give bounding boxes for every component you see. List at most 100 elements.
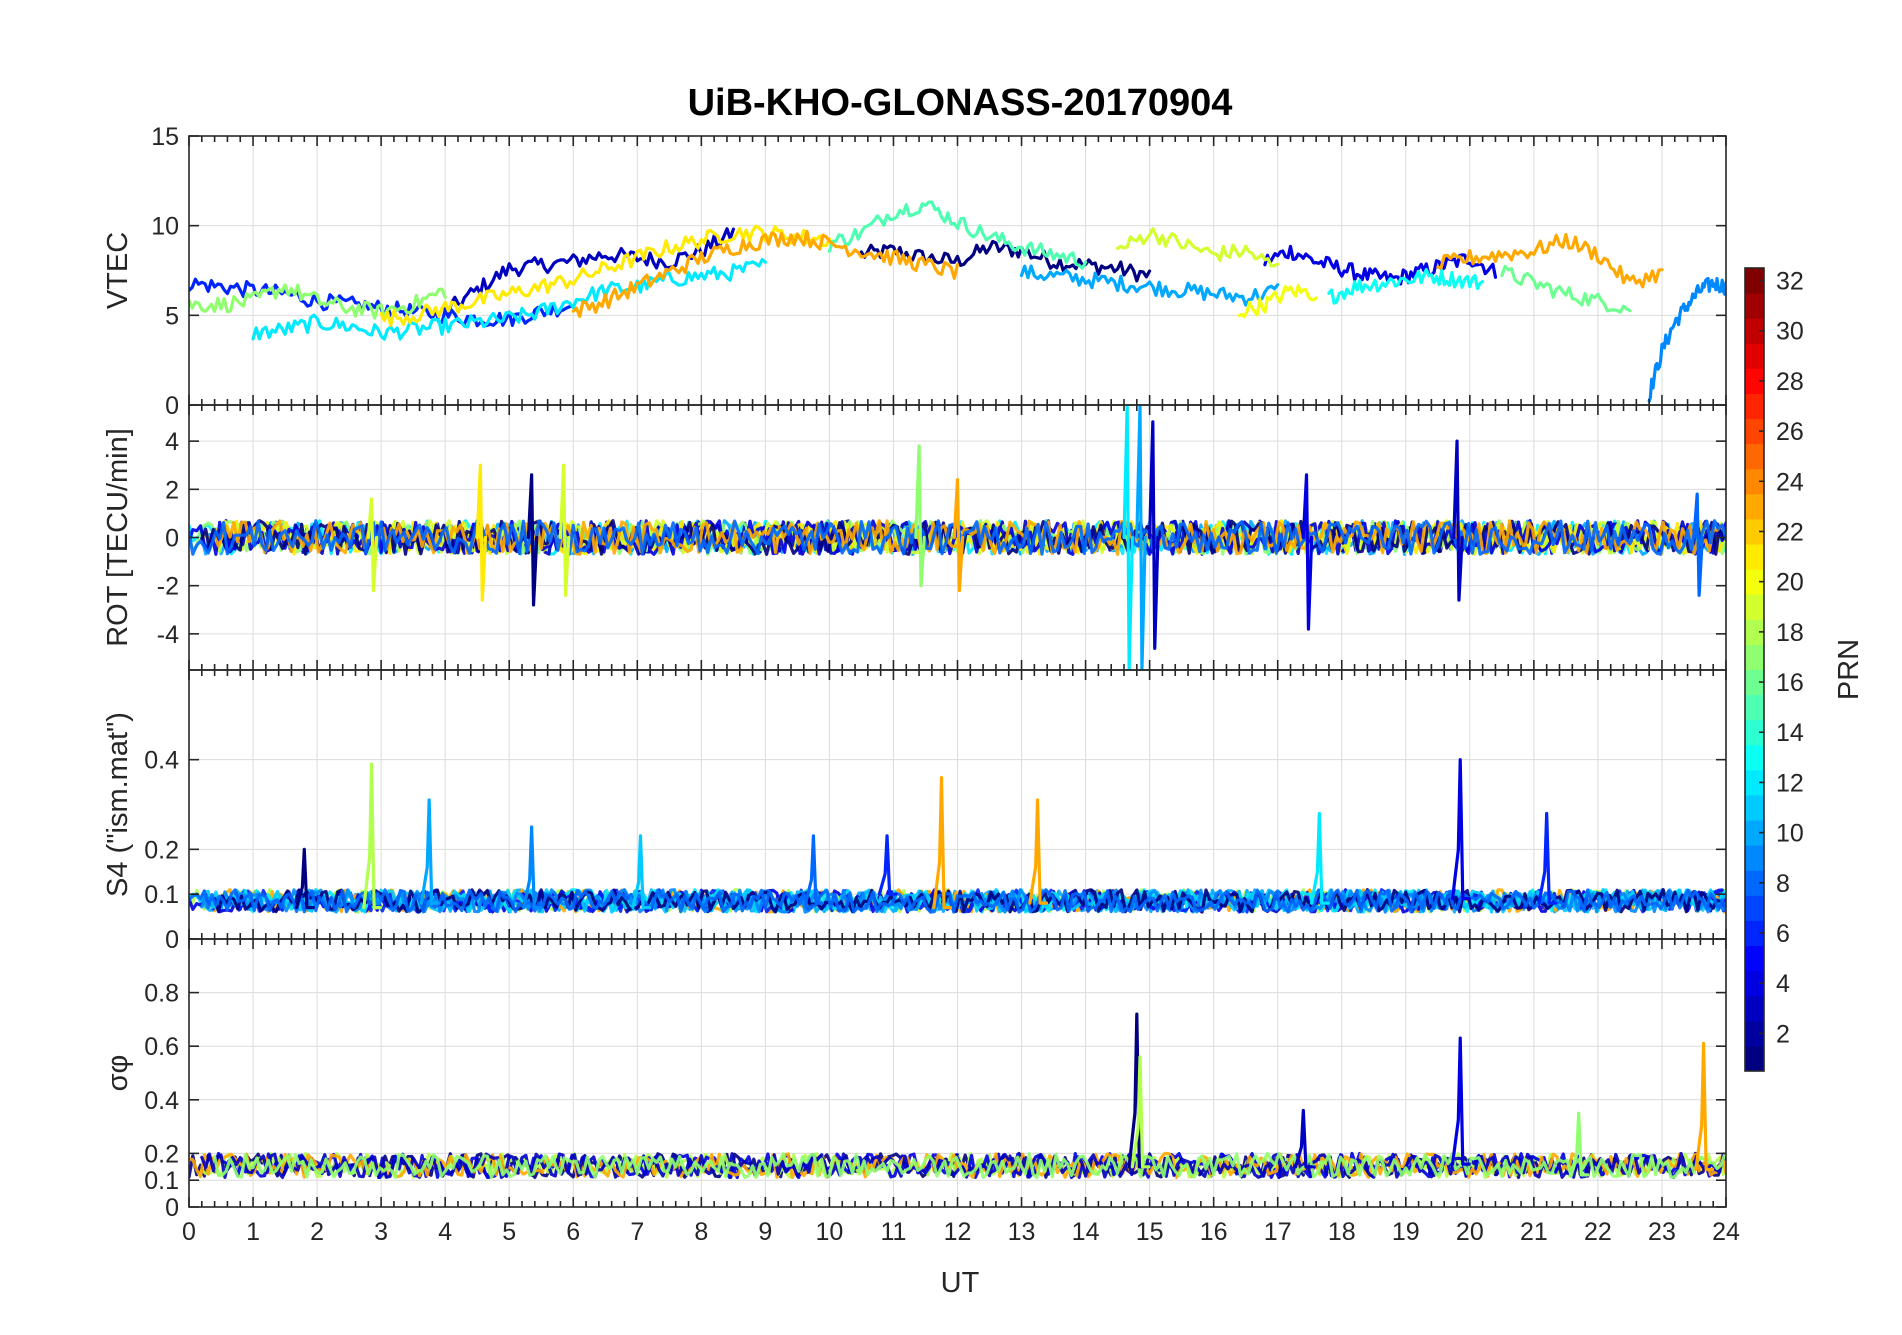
x-tick-label: 19	[1392, 1218, 1420, 1246]
y-axis-label: S4 ("ism.mat")	[102, 712, 134, 897]
colorbar-swatch-prn-3	[1745, 995, 1764, 1022]
colorbar-swatch-prn-25	[1745, 443, 1764, 470]
chart-title: UiB-KHO-GLONASS-20170904	[688, 82, 1233, 124]
colorbar-tick-label: 4	[1776, 970, 1790, 998]
vtec-series-prn-21	[379, 224, 831, 327]
spike-prn-17	[914, 444, 926, 588]
x-tick-label: 22	[1584, 1218, 1612, 1246]
colorbar-tick-label: 2	[1776, 1020, 1790, 1048]
data-traces	[189, 200, 1726, 403]
spike-prn-1	[526, 473, 539, 607]
x-tick-label: 8	[694, 1218, 708, 1246]
vtec-series-prn-9	[1647, 276, 1726, 403]
colorbar-swatch-prn-30	[1745, 318, 1764, 344]
colorbar-swatch-prn-21	[1745, 544, 1764, 570]
y-axis-label: VTEC	[102, 232, 134, 309]
y-tick-label: 10	[151, 213, 179, 241]
spike-prn-19	[558, 463, 571, 597]
colorbar-swatch-prn-1	[1745, 1045, 1764, 1072]
vtec-series-prn-10	[1019, 264, 1280, 307]
spike-prn-3	[1294, 1108, 1314, 1169]
colorbar-tick-label: 16	[1776, 669, 1804, 697]
colorbar-swatch-prn-28	[1745, 368, 1764, 394]
colorbar-swatch-prn-15	[1745, 694, 1764, 721]
colorbar-swatch-prn-16	[1745, 669, 1764, 696]
data-traces	[189, 758, 1726, 914]
x-tick-label: 7	[630, 1218, 644, 1246]
colorbar-swatch-prn-22	[1745, 518, 1764, 545]
colorbar-tick-label: 18	[1776, 619, 1804, 647]
y-tick-label: 4	[165, 428, 179, 456]
colorbar-tick-label: 14	[1776, 719, 1804, 747]
colorbar-tick-label: 10	[1776, 820, 1804, 848]
vtec-series-prn-4	[1263, 244, 1498, 286]
colorbar-swatch-prn-29	[1745, 343, 1764, 369]
data-traces	[189, 1012, 1726, 1180]
x-tick-label: 14	[1072, 1218, 1100, 1246]
panel-1: 0 5 10 15 VTEC	[102, 123, 1727, 420]
colorbar-swatch-prn-9	[1745, 845, 1764, 871]
colorbar-swatch-prn-32	[1745, 268, 1764, 294]
vtec-series-prn-20	[1237, 284, 1318, 319]
x-axis-label: UT	[941, 1267, 980, 1299]
vtec-series-prn-23	[1436, 233, 1664, 289]
spike-prn-3	[1452, 439, 1464, 602]
x-tick-label: 17	[1264, 1218, 1292, 1246]
colorbar-swatch-prn-27	[1745, 393, 1764, 420]
y-tick-label: 0.1	[144, 1167, 179, 1195]
x-tick-label: 2	[310, 1218, 324, 1246]
colorbar-tick-label: 20	[1776, 569, 1804, 597]
spike-prn-19	[366, 497, 379, 593]
minor-ticks	[188, 405, 1727, 670]
minor-ticks	[188, 939, 1727, 1208]
colorbar-swatch-prn-4	[1745, 970, 1764, 997]
vtec-series-prn-16	[1500, 264, 1632, 314]
noise-series-prn-1	[213, 888, 1726, 914]
x-tick-label: 0	[182, 1218, 196, 1246]
minor-ticks	[188, 135, 1727, 406]
x-tick-label: 4	[438, 1218, 452, 1246]
spike-prn-23	[1028, 798, 1049, 905]
y-axis-label: σφ	[102, 1055, 134, 1092]
colorbar-swatch-prn-31	[1745, 293, 1764, 319]
x-tick-label: 20	[1456, 1218, 1484, 1246]
y-tick-label: 0.1	[144, 881, 179, 909]
vtec-series-prn-17	[189, 283, 447, 320]
colorbar-tick-label: 30	[1776, 318, 1804, 346]
vtec-series-prn-19	[1116, 227, 1280, 268]
y-tick-label: 0.8	[144, 980, 179, 1008]
colorbar-swatch-prn-11	[1745, 794, 1764, 821]
colorbar-swatch-prn-17	[1745, 644, 1764, 670]
x-tick-label: 11	[880, 1218, 906, 1246]
x-tick-label: 1	[246, 1218, 260, 1246]
x-tick-label: 5	[502, 1218, 516, 1246]
x-tick-label: 18	[1328, 1218, 1356, 1246]
colorbar-swatch-prn-13	[1745, 744, 1764, 771]
colorbar-swatch-prn-7	[1745, 895, 1764, 921]
colorbar-swatch-prn-26	[1745, 418, 1764, 445]
spike-prn-4	[1450, 1036, 1471, 1166]
y-tick-label: -2	[157, 573, 179, 601]
colorbar-frame	[1744, 267, 1765, 1072]
x-tick-label: 16	[1200, 1218, 1228, 1246]
y-tick-label: 15	[151, 123, 179, 151]
x-tick-label: 10	[816, 1218, 844, 1246]
spike-prn-4	[1301, 473, 1314, 631]
colorbar-swatch-prn-12	[1745, 769, 1764, 796]
y-tick-label: 0	[165, 1194, 179, 1222]
x-tick-label: 9	[758, 1218, 772, 1246]
spike-prn-23	[1694, 1041, 1715, 1172]
colorbar-tick-label: 28	[1776, 368, 1804, 396]
x-tick-label: 3	[374, 1218, 388, 1246]
spike-prn-17	[1569, 1111, 1590, 1177]
y-tick-label: 0.2	[144, 836, 179, 864]
y-tick-label: 0.4	[144, 747, 179, 775]
spike-prn-3	[1148, 420, 1160, 650]
spike-prn-8	[1692, 492, 1704, 597]
spike-prn-11	[631, 834, 652, 910]
spike-prn-12	[1310, 811, 1330, 905]
spike-prn-18	[1130, 1055, 1151, 1169]
x-tick-label: 23	[1648, 1218, 1676, 1246]
spike-prn-18	[362, 762, 383, 910]
